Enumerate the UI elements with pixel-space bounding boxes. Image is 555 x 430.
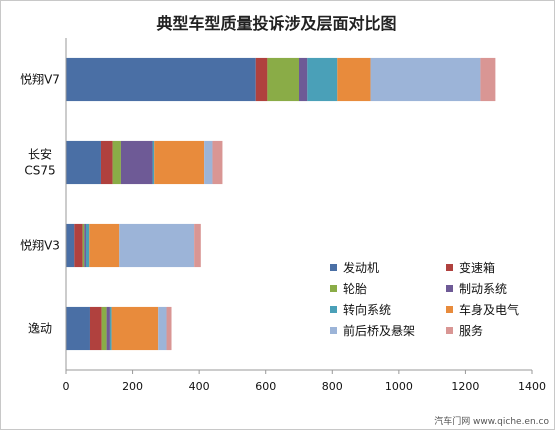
legend-label: 发动机 [343, 260, 379, 275]
bar-segment-4-1 [66, 306, 90, 351]
bar-segment-1-1 [66, 57, 256, 102]
legend-label: 服务 [459, 323, 483, 338]
bar-segment-3-5 [85, 223, 90, 268]
bar-group [66, 57, 496, 351]
legend-swatch [446, 327, 453, 334]
axes [65, 38, 532, 371]
x-tick-label: 600 [255, 380, 276, 393]
bar-segment-3-1 [66, 223, 75, 268]
bar-segment-2-5 [152, 140, 155, 185]
bar-segment-1-7 [370, 57, 481, 102]
bar-segment-1-5 [307, 57, 338, 102]
bar-segment-3-7 [119, 223, 195, 268]
bar-segment-2-1 [66, 140, 101, 185]
bar-segment-1-4 [299, 57, 308, 102]
bar-segment-2-3 [112, 140, 121, 185]
bar-segment-1-6 [337, 57, 371, 102]
bar-segment-3-4 [84, 223, 86, 268]
bar-segment-4-3 [101, 306, 107, 351]
bar-segment-2-8 [212, 140, 223, 185]
bar-segment-2-2 [100, 140, 113, 185]
bar-segment-2-6 [154, 140, 205, 185]
legend-label: 转向系统 [343, 302, 391, 317]
bar-segment-4-8 [166, 306, 172, 351]
x-tick-label: 800 [322, 380, 343, 393]
x-tick-label: 1400 [518, 380, 546, 393]
legend-swatch [446, 285, 453, 292]
x-tick-label: 1000 [385, 380, 413, 393]
legend-label: 变速箱 [459, 260, 495, 275]
x-tick-label: 1200 [451, 380, 479, 393]
bar-segment-3-6 [89, 223, 120, 268]
bar-segment-3-8 [194, 223, 201, 268]
bar-segment-4-2 [89, 306, 102, 351]
legend-swatch [330, 264, 337, 271]
bar-segment-1-3 [267, 57, 299, 102]
legend-label: 制动系统 [459, 282, 507, 296]
category-label: 逸动 [28, 322, 52, 336]
watermark: 汽车门网 www.qiche.en.co [434, 417, 549, 427]
legend-swatch [446, 264, 453, 271]
bar-segment-4-6 [111, 306, 159, 351]
bar-segment-3-3 [82, 223, 85, 268]
x-axis-ticks: 0 200 400 600 800 1000 1200 1400 [63, 370, 546, 393]
category-label: 长安 [28, 147, 52, 162]
legend-swatch [330, 306, 337, 313]
bar-segment-4-5 [109, 306, 112, 351]
x-tick-label: 200 [122, 380, 143, 393]
bar-segment-4-7 [158, 306, 167, 351]
legend-label: 轮胎 [343, 282, 367, 296]
bar-segment-1-2 [255, 57, 268, 102]
bar-segment-4-4 [106, 306, 110, 351]
legend-swatch [330, 285, 337, 292]
bar-segment-1-8 [480, 57, 496, 102]
category-label: CS75 [24, 164, 55, 178]
legend-label: 前后桥及悬架 [343, 323, 415, 338]
bar-segment-3-2 [74, 223, 83, 268]
category-label: 悦翔V3 [20, 239, 60, 253]
legend-label: 车身及电气 [459, 302, 519, 317]
category-label: 悦翔V7 [20, 73, 60, 87]
x-tick-label: 0 [63, 380, 70, 393]
x-tick-label: 400 [189, 380, 210, 393]
bar-segment-2-7 [204, 140, 213, 185]
category-labels: 悦翔V7 长安 CS75 悦翔V3 逸动 [20, 73, 60, 336]
chart-title: 典型车型质量投诉涉及层面对比图 [156, 14, 397, 33]
bar-segment-2-4 [120, 140, 153, 185]
legend-swatch [330, 327, 337, 334]
legend-swatch [446, 306, 453, 313]
